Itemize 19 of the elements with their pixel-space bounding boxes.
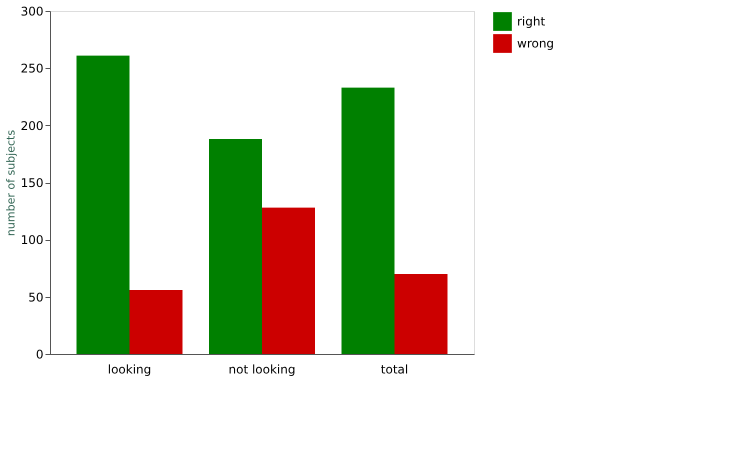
y-tick-label: 0 xyxy=(36,348,44,362)
y-tick-label: 50 xyxy=(28,290,44,304)
x-tick-label: total xyxy=(380,362,408,376)
y-axis-title: number of subjects xyxy=(4,130,18,236)
x-tick-label: not looking xyxy=(228,362,296,376)
y-tick-label: 250 xyxy=(20,62,44,76)
bar xyxy=(209,139,262,354)
bar xyxy=(342,88,394,354)
bar xyxy=(130,290,182,354)
legend-label: wrong xyxy=(517,36,554,50)
legend-label: right xyxy=(517,14,546,28)
y-tick-label: 100 xyxy=(20,233,44,248)
y-tick-label: 200 xyxy=(20,118,44,133)
y-tick-label: 300 xyxy=(20,4,44,18)
bar xyxy=(76,56,130,354)
bar xyxy=(262,208,315,354)
bar xyxy=(394,274,448,354)
x-tick-label: looking xyxy=(108,362,152,376)
y-tick-label: 150 xyxy=(20,176,44,190)
